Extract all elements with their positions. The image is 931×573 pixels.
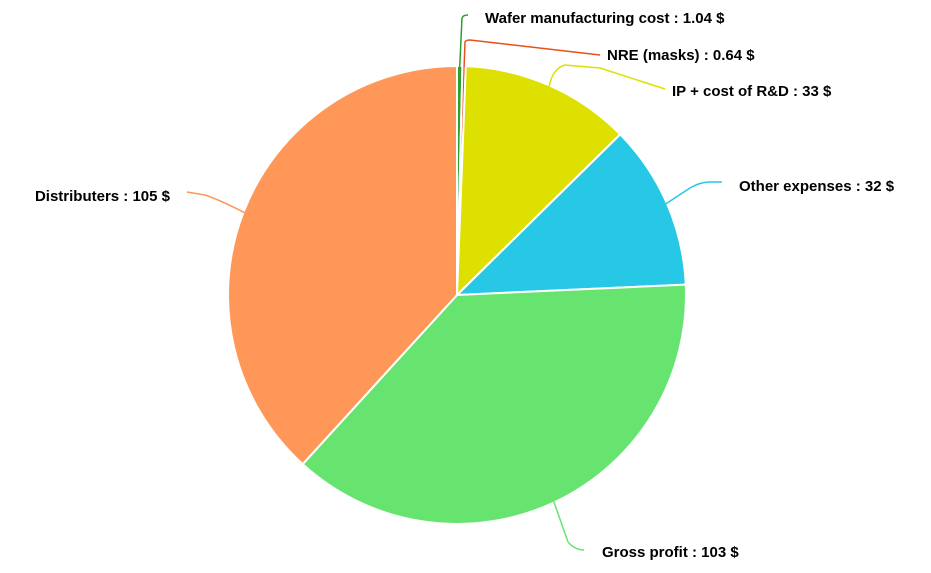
pie-slices (227, 64, 687, 525)
leader-line (186, 191, 245, 214)
leader-lines (186, 14, 722, 551)
leader-line (458, 14, 469, 68)
slice-data-label: Gross profit : 103 $ (602, 544, 739, 561)
leader-line (665, 181, 722, 205)
slice-data-label: NRE (masks) : 0.64 $ (607, 47, 755, 64)
leader-line (463, 39, 601, 68)
slice-labels: Wafer manufacturing cost : 1.04 $ NRE (ma… (35, 10, 895, 561)
slice-data-label: Wafer manufacturing cost : 1.04 $ (485, 10, 725, 27)
slice-data-label: Other expenses : 32 $ (739, 178, 895, 195)
slice-data-label: Distributers : 105 $ (35, 188, 171, 205)
leader-line (548, 64, 666, 90)
leader-line (553, 501, 585, 551)
slice-data-label: IP + cost of R&D : 33 $ (672, 83, 832, 100)
